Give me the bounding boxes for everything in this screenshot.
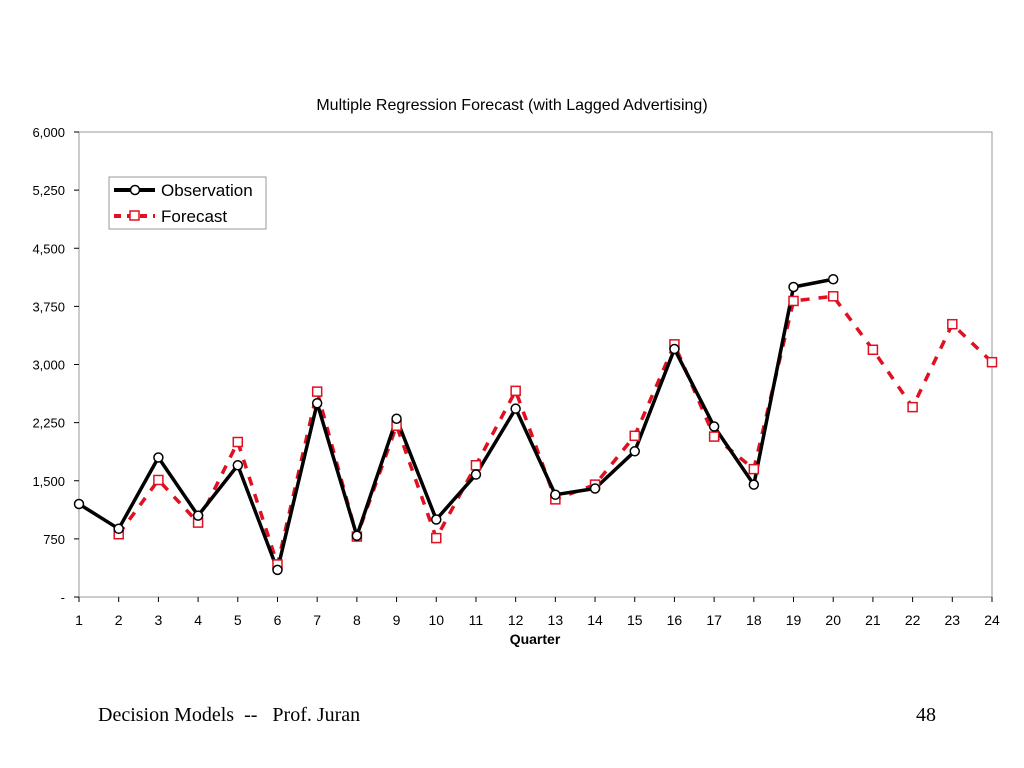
forecast-point — [986, 356, 998, 368]
x-axis-label: Quarter — [510, 631, 561, 647]
observation-point — [431, 514, 442, 525]
x-tick-label: 8 — [353, 612, 361, 628]
x-tick-label: 15 — [627, 612, 643, 628]
observation-point — [272, 564, 283, 576]
observation-point — [708, 421, 720, 432]
observation-point — [113, 523, 124, 535]
x-tick-label: 1 — [75, 612, 83, 628]
legend-forecast-label: Forecast — [161, 207, 227, 226]
forecast-point — [510, 385, 521, 397]
y-tick-label: 3,000 — [32, 358, 65, 373]
x-tick-label: 17 — [706, 612, 722, 628]
y-tick-label: 6,000 — [32, 125, 65, 140]
x-tick-label: 5 — [234, 612, 242, 628]
forecast-point — [907, 401, 918, 413]
observation-point — [748, 479, 760, 490]
legend: Observation Forecast — [108, 176, 267, 230]
x-tick-label: 13 — [548, 612, 564, 628]
forecast-point — [311, 386, 323, 397]
x-tick-label: 6 — [274, 612, 282, 628]
observation-point — [589, 483, 601, 494]
y-tick-label: 2,250 — [32, 416, 65, 431]
observation-point — [510, 403, 521, 414]
y-tick-label: 1,500 — [32, 474, 65, 489]
forecast-point — [947, 318, 958, 330]
y-tick-label: 3,750 — [32, 299, 65, 314]
observation-point — [788, 281, 799, 293]
footer-course-label: Decision Models -- Prof. Juran — [98, 704, 361, 726]
x-tick-label: 23 — [945, 612, 961, 628]
y-tick-label: 4,500 — [32, 241, 65, 256]
observation-point — [550, 489, 561, 500]
legend-observation-label: Observation — [161, 181, 253, 200]
observation-point — [232, 460, 244, 471]
footer-page-number: 48 — [916, 704, 936, 726]
x-tick-label: 19 — [786, 612, 802, 628]
observation-point — [470, 469, 482, 480]
forecast-point — [867, 344, 879, 356]
observation-point — [311, 398, 323, 409]
observation-point — [629, 446, 640, 457]
x-tick-label: 2 — [115, 612, 123, 628]
series-layer — [73, 274, 998, 576]
x-tick-label: 16 — [667, 612, 683, 628]
forecast-point — [827, 291, 839, 302]
x-tick-label: 4 — [194, 612, 202, 628]
x-tick-label: 9 — [393, 612, 401, 628]
forecast-point — [153, 474, 164, 486]
forecast-point — [708, 431, 720, 442]
observation-point — [669, 343, 680, 355]
x-tick-label: 12 — [508, 612, 524, 628]
forecast-point — [629, 430, 640, 442]
x-tick-label: 3 — [154, 612, 162, 628]
x-tick-label: 7 — [313, 612, 321, 628]
y-tick-label: 5,250 — [32, 183, 65, 198]
forecast-series-line — [117, 294, 994, 572]
observation-point — [827, 274, 839, 285]
observation-point — [153, 452, 164, 463]
y-tick-label: - — [61, 590, 65, 605]
x-tick-label: 22 — [905, 612, 921, 628]
observation-point — [192, 510, 204, 521]
x-tick-label: 14 — [587, 612, 603, 628]
observation-point — [351, 530, 363, 542]
x-tick-label: 20 — [825, 612, 841, 628]
forecast-point — [232, 436, 244, 448]
observation-point — [73, 498, 85, 510]
x-tick-label: 18 — [746, 612, 762, 628]
observation-point — [391, 413, 402, 424]
x-tick-label: 11 — [469, 612, 484, 628]
x-axis: 1 2 3 4 5 6 7 8 9 10 11 12 13 14 15 16 17 18 19 20 21 22 23 24 — [75, 597, 1000, 628]
forecast-point — [748, 463, 760, 475]
y-tick-label: 750 — [43, 532, 65, 547]
forecast-point — [431, 532, 442, 544]
chart-title: Multiple Regression Forecast (with Lagge… — [316, 97, 707, 114]
legend-forecast-marker — [129, 210, 140, 221]
x-tick-label: 10 — [428, 612, 444, 628]
forecast-point — [470, 460, 482, 471]
y-axis: - 750 1,500 2,250 3,000 3,750 4,500 5,250 6,000 — [32, 125, 79, 605]
legend-observation-marker — [129, 184, 141, 196]
x-tick-label: 21 — [865, 612, 881, 628]
forecast-point — [788, 295, 799, 307]
x-tick-label: 24 — [984, 612, 1000, 628]
observation-series-line — [78, 277, 834, 572]
